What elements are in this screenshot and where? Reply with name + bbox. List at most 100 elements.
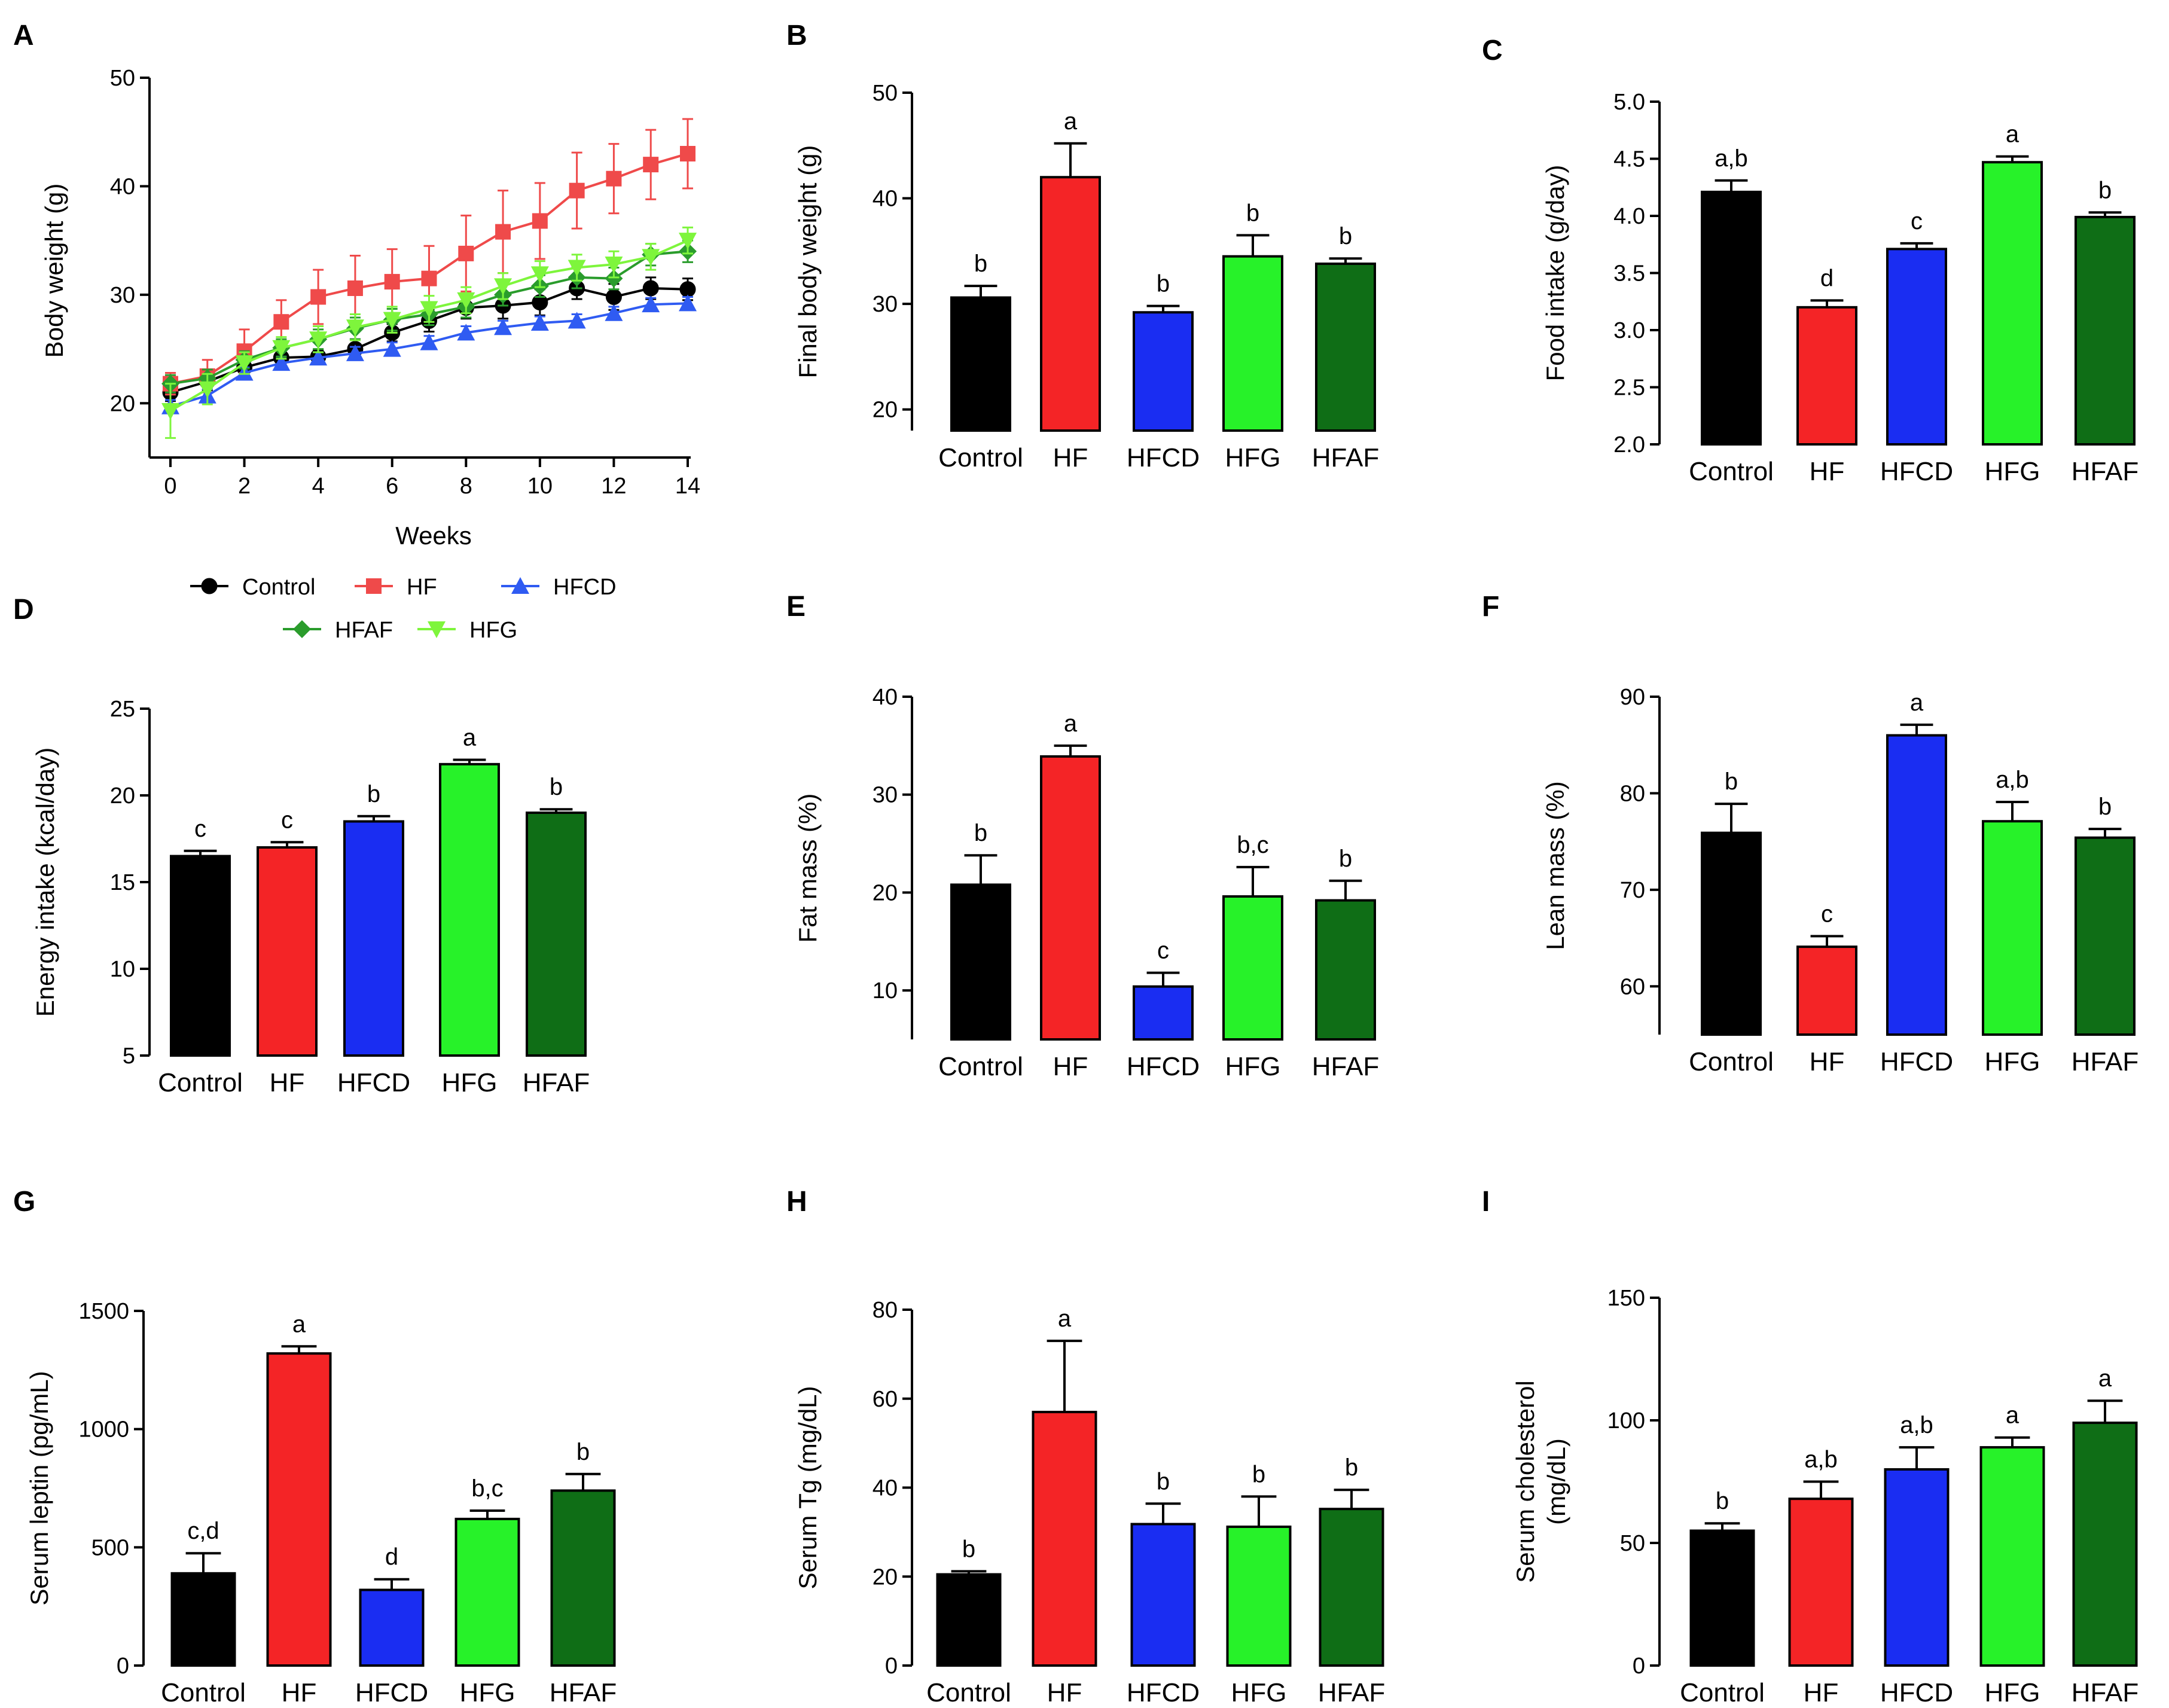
- panel-a-point-hfcd: [383, 340, 401, 357]
- panel-a-point-hf: [495, 224, 511, 240]
- panel-b-y-label-line: Final body weight (g): [794, 145, 822, 379]
- panel-a-x-label: Weeks: [395, 521, 472, 550]
- panel-d-bar-control: [170, 855, 231, 1057]
- panel-a-point-hfcd: [494, 318, 512, 336]
- panel-d-bar-hfcd: [343, 820, 404, 1057]
- panel-c-sig-hfaf: b: [2098, 177, 2112, 203]
- panel-a-point-hf: [643, 157, 659, 173]
- panel-a-x-tick-label: 4: [312, 474, 325, 499]
- panel-a: A 20 30 40 50 0 2 4 6 8 10 12 14 Body weight (g) Weeks…: [13, 20, 700, 643]
- legend-label-hfcd: HFCD: [553, 575, 617, 600]
- panel-e-y-label: Fat mass (%): [794, 794, 822, 943]
- panel-e-category-hf: HF: [1053, 1052, 1088, 1081]
- legend-marker-hf: [366, 578, 382, 594]
- panel-i-bar-hfg: [1979, 1446, 2045, 1667]
- panel-h-y-label: Serum Tg (mg/dL): [794, 1386, 822, 1590]
- panel-h: H 0 20 40 60 80 Serum Tg (mg/dL) b Control a HF b HF…: [786, 1186, 1385, 1707]
- panel-c-category-hfg: HFG: [1985, 457, 2040, 486]
- panel-f-category-hfg: HFG: [1985, 1047, 2040, 1076]
- panel-a-point-hfcd: [530, 314, 549, 331]
- panel-f-bar-hfg: [1982, 820, 2043, 1036]
- legend-marker-control: [201, 578, 218, 594]
- panel-c-y-label: Food intake (g/day): [1541, 165, 1569, 382]
- panel-g: G 0 500 1000 1500 Serum leptin (pg/mL) c,d Cont…: [13, 1186, 617, 1707]
- panel-c-y-tick-label: 3.5: [1613, 261, 1645, 286]
- panel-a-x-tick-label: 6: [386, 474, 398, 499]
- legend-marker-hfg: [428, 621, 446, 638]
- panel-d-y-label: Energy intake (kcal/day): [31, 748, 59, 1017]
- panel-b-y-label: Final body weight (g): [794, 145, 822, 379]
- panel-h-bar-hfg: [1226, 1525, 1292, 1667]
- panel-e-bar-hfcd: [1133, 985, 1194, 1041]
- panel-g-sig-hf: a: [292, 1311, 306, 1337]
- panel-g-sig-control: c,d: [187, 1518, 219, 1544]
- panel-h-category-hfcd: HFCD: [1127, 1678, 1200, 1707]
- legend-marker-hfaf: [293, 620, 311, 638]
- panel-g-sig-hfg: b,c: [471, 1475, 503, 1502]
- panel-c-letter: C: [1482, 35, 1503, 66]
- panel-b-category-hfaf: HFAF: [1312, 443, 1379, 472]
- panel-f-sig-hfg: a,b: [1996, 767, 2029, 793]
- panel-h-y-tick-label: 20: [873, 1564, 898, 1590]
- panel-a-point-hfg: [161, 402, 179, 420]
- panel-f-sig-hfaf: b: [2098, 794, 2112, 820]
- panel-e-bar-control: [950, 883, 1011, 1041]
- panel-h-sig-hfaf: b: [1345, 1454, 1358, 1481]
- panel-f-category-hfcd: HFCD: [1880, 1047, 1953, 1076]
- panel-d-bar-hfaf: [526, 812, 587, 1057]
- panel-d: D 5 10 15 20 25 Energy intake (kcal/day) c Contr…: [13, 594, 590, 1097]
- panel-g-category-hfaf: HFAF: [550, 1678, 617, 1707]
- panel-a-point-hfg: [679, 233, 697, 250]
- panel-b-y-tick-label: 30: [873, 292, 898, 317]
- panel-c-category-hf: HF: [1810, 457, 1845, 486]
- panel-i-bar-hfcd: [1884, 1468, 1950, 1667]
- panel-d-category-hfg: HFG: [442, 1068, 498, 1097]
- panel-e-category-hfcd: HFCD: [1127, 1052, 1200, 1081]
- panel-h-sig-hfcd: b: [1157, 1468, 1170, 1494]
- panel-i-sig-hfaf: a: [2098, 1365, 2112, 1392]
- panel-e-y-tick-label: 30: [873, 783, 898, 808]
- panel-e-bar-hf: [1040, 755, 1101, 1041]
- panel-i-letter: I: [1482, 1186, 1490, 1218]
- panel-a-point-hfg: [198, 381, 216, 398]
- panel-i-y-tick-label: 100: [1607, 1408, 1645, 1434]
- panel-g-bar-hfg: [454, 1517, 520, 1667]
- panel-f-y-tick-label: 60: [1620, 974, 1645, 999]
- panel-d-y-tick-label: 25: [110, 697, 135, 722]
- panel-e-y-tick-label: 20: [873, 880, 898, 905]
- panel-i: I 0 50 100 150 Serum cholesterol (mg/dL) b Contr…: [1482, 1186, 2139, 1707]
- panel-d-bar-hfg: [439, 762, 500, 1057]
- panel-i-y-label-line: Serum cholesterol: [1511, 1380, 1539, 1582]
- panel-c-category-hfcd: HFCD: [1880, 457, 1953, 486]
- panel-c-bar-control: [1701, 190, 1762, 446]
- panel-a-point-hf: [273, 314, 289, 330]
- panel-d-sig-control: c: [194, 816, 206, 842]
- panel-h-y-tick-label: 0: [885, 1654, 898, 1679]
- panel-a-x-tick-label: 0: [164, 474, 176, 499]
- panel-a-point-hf: [606, 170, 622, 187]
- panel-d-category-control: Control: [158, 1068, 243, 1097]
- panel-a-y-tick-label: 40: [110, 174, 135, 199]
- panel-i-y-tick-label: 150: [1607, 1286, 1645, 1311]
- legend-label-control: Control: [242, 575, 316, 600]
- panel-i-y-label-line: (mg/dL): [1542, 1438, 1570, 1525]
- panel-b-sig-hfaf: b: [1339, 223, 1352, 249]
- panel-f-letter: F: [1482, 591, 1499, 623]
- panel-a-y-tick-label: 50: [110, 66, 135, 91]
- panel-c: C 2.0 2.5 3.0 3.5 4.0 4.5 5.0 Food intake (g/day…: [1482, 35, 2139, 486]
- panel-f-y-label-line: Lean mass (%): [1541, 781, 1569, 950]
- panel-i-category-control: Control: [1680, 1678, 1765, 1707]
- panel-i-sig-hfcd: a,b: [1900, 1412, 1933, 1438]
- panel-c-bar-hfaf: [2075, 215, 2136, 446]
- panel-g-bar-hf: [266, 1352, 332, 1667]
- panel-c-y-tick-label: 4.5: [1613, 147, 1645, 172]
- panel-a-point-hfg: [605, 257, 623, 274]
- panel-f-y-tick-label: 90: [1620, 685, 1645, 710]
- panel-d-sig-hfaf: b: [550, 774, 563, 800]
- panel-a-point-hf: [569, 182, 585, 199]
- panel-g-bar-hfcd: [359, 1588, 425, 1667]
- panel-h-letter: H: [786, 1186, 807, 1218]
- panel-d-bar-hf: [257, 846, 318, 1057]
- panel-a-point-hfg: [642, 249, 660, 266]
- panel-g-y-tick-label: 1500: [78, 1299, 129, 1324]
